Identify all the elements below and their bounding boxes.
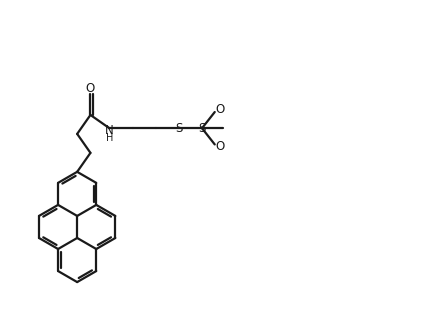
Text: O: O: [86, 82, 95, 95]
Text: H: H: [106, 133, 113, 143]
Text: O: O: [215, 140, 224, 153]
Text: S: S: [198, 122, 206, 135]
Text: S: S: [175, 122, 183, 135]
Text: N: N: [105, 124, 114, 137]
Text: O: O: [215, 103, 224, 116]
